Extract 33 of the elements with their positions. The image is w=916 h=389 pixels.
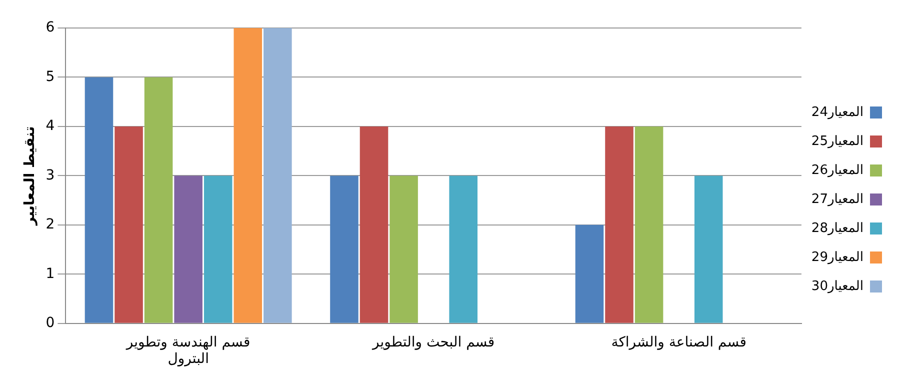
legend-label: المعيار24 [811, 104, 864, 120]
bar [605, 126, 634, 323]
y-tick-label: 3 [46, 167, 55, 184]
legend-label: المعيار29 [811, 250, 864, 265]
legend-label: المعيار25 [811, 134, 864, 149]
y-axis-title: تنقيط المعايير [22, 126, 38, 226]
x-tick-label: قسم البحث والتطوير [372, 334, 495, 350]
legend-label: المعيار27 [811, 192, 864, 207]
bar [694, 176, 723, 323]
x-tick-label: قسم الهندسة وتطوير البترول [125, 334, 250, 368]
y-tick-label: 1 [46, 266, 55, 282]
bar [144, 77, 173, 323]
y-tick-label: 5 [46, 68, 55, 85]
bar [449, 176, 478, 323]
y-tick-label: 2 [46, 216, 55, 233]
bar [634, 126, 664, 323]
bar [575, 224, 604, 323]
bar [360, 126, 388, 323]
x-tick-label: قسم الصناعة والشراكة [611, 334, 746, 350]
y-tick-label: 6 [46, 20, 55, 36]
y-tick-label: 4 [46, 118, 55, 134]
bar [204, 176, 232, 323]
legend-label: المعيار26 [811, 162, 864, 178]
bar [234, 28, 262, 323]
legend-label: المعيار30 [811, 278, 864, 294]
legend-label: المعيار28 [811, 220, 864, 236]
bar [330, 176, 358, 323]
bar [264, 28, 292, 323]
bar [84, 77, 114, 323]
bar [174, 176, 202, 323]
bar [390, 176, 418, 323]
y-tick-label: 0 [46, 315, 55, 332]
bar [114, 126, 143, 323]
